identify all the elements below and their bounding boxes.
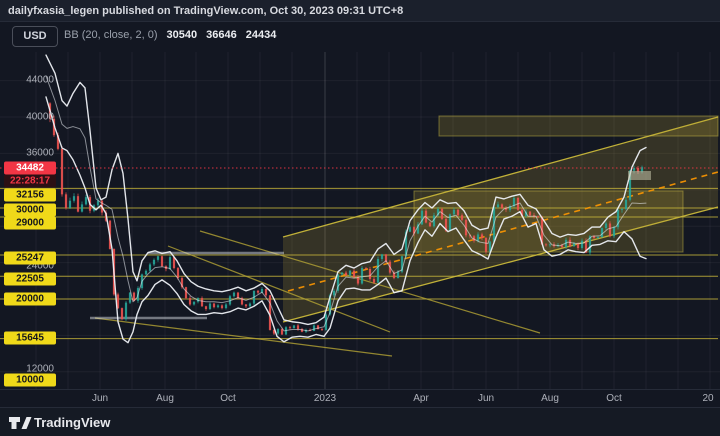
price-level-badge: 30000 xyxy=(4,203,56,217)
tradingview-brand[interactable]: TradingView xyxy=(34,415,111,430)
price-level-badge: 32156 xyxy=(4,188,56,202)
time-axis-label: 20 xyxy=(702,393,714,404)
chart-legend: USD BB (20, close, 2, 0) 30540 36646 24434 xyxy=(0,22,720,52)
bb-lower-value: 24434 xyxy=(245,29,277,41)
highlight-zone xyxy=(413,190,684,253)
price-level-badge: 34482 xyxy=(4,161,56,175)
bb-upper-line xyxy=(45,54,647,326)
candle-series xyxy=(48,102,644,336)
bar-countdown-badge: 22:28:17 xyxy=(4,174,56,188)
price-level-badge: 15645 xyxy=(4,331,56,345)
price-level-badge: 25247 xyxy=(4,251,56,265)
footer-bar: TradingView xyxy=(0,407,720,436)
time-axis: Jun Aug Oct 2023 Apr Jun Aug Oct 20 xyxy=(0,389,720,408)
time-axis-label: Jun xyxy=(477,393,495,404)
bb-lower-line xyxy=(45,96,647,344)
time-axis-label: Aug xyxy=(541,393,559,404)
bb-upper-value: 36646 xyxy=(206,29,237,41)
indicator-title: BB (20, close, 2, 0) xyxy=(64,29,158,41)
indicator-legend[interactable]: BB (20, close, 2, 0) 30540 36646 24434 xyxy=(64,29,276,41)
plot-area xyxy=(0,52,720,389)
highlight-zone xyxy=(438,115,719,137)
price-level-badge: 29000 xyxy=(4,216,56,230)
time-axis-label: Oct xyxy=(606,393,622,404)
tradingview-logo-icon[interactable] xyxy=(8,415,32,431)
published-bar: dailyfxasia_legen published on TradingVi… xyxy=(0,0,720,22)
time-axis-label: Apr xyxy=(413,393,429,404)
price-grid-label: 12000 xyxy=(26,363,54,375)
symbol-button[interactable]: USD xyxy=(12,26,58,47)
price-grid-label: 40000 xyxy=(26,111,54,123)
price-grid-label: 44000 xyxy=(26,74,54,86)
price-level-badge: 10000 xyxy=(4,373,56,387)
current-bar-marker xyxy=(628,171,651,180)
price-level-badge: 20000 xyxy=(4,292,56,306)
price-level-badge: 22505 xyxy=(4,272,56,286)
bb-basis-line xyxy=(45,75,647,332)
time-axis-label: Aug xyxy=(156,393,174,404)
price-grid-label: 24000 xyxy=(26,260,54,272)
time-axis-label: 2023 xyxy=(313,393,337,404)
time-axis-label: Oct xyxy=(220,393,236,404)
bb-basis-value: 30540 xyxy=(166,29,198,41)
time-axis-label: Jun xyxy=(91,393,109,404)
price-grid-label: 36000 xyxy=(26,147,54,159)
published-text: dailyfxasia_legen published on TradingVi… xyxy=(8,5,404,17)
